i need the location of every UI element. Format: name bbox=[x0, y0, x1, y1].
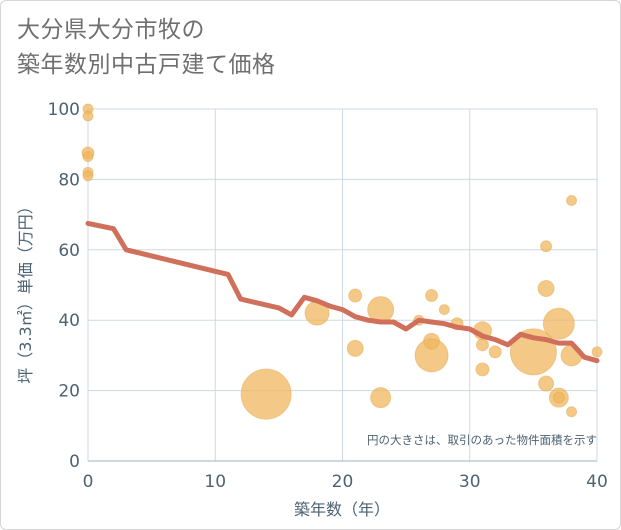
x-tick-label: 40 bbox=[586, 472, 608, 492]
y-tick-label: 80 bbox=[58, 170, 80, 190]
trend-line-layer bbox=[85, 220, 600, 364]
x-tick-label: 10 bbox=[204, 472, 226, 492]
bubble-point bbox=[438, 304, 450, 316]
bubble-point bbox=[538, 375, 555, 392]
y-axis-title: 坪（3.3㎡）単価（万円） bbox=[16, 198, 35, 383]
bubble-point bbox=[370, 387, 392, 409]
x-tick-label: 30 bbox=[459, 472, 481, 492]
bubbles-layer bbox=[81, 103, 603, 420]
bubble-point bbox=[488, 345, 502, 359]
bubble-point bbox=[414, 338, 449, 373]
y-tick-label: 0 bbox=[69, 452, 80, 472]
bubble-point bbox=[552, 391, 565, 404]
average-price-line bbox=[85, 220, 600, 364]
bubble-point bbox=[82, 170, 94, 182]
x-tick-label: 20 bbox=[332, 472, 354, 492]
chart-title-line-2: 築年数別中古戸建て価格 bbox=[17, 52, 276, 78]
chart-title: 大分県大分市牧の 築年数別中古戸建て価格 bbox=[17, 13, 276, 83]
y-tick-label: 60 bbox=[58, 241, 80, 261]
bubble-point bbox=[346, 339, 364, 357]
x-tick-label: 0 bbox=[83, 472, 94, 492]
bubble-size-note: 円の大きさは、取引のあった物件面積を示す bbox=[367, 433, 597, 447]
bubble-point bbox=[348, 288, 363, 303]
bubble-point bbox=[475, 338, 489, 352]
bubble-point bbox=[82, 151, 94, 163]
bubble-point bbox=[82, 110, 94, 122]
bubble-point bbox=[475, 362, 490, 377]
bubble-point bbox=[240, 368, 292, 420]
y-tick-label: 40 bbox=[58, 311, 80, 331]
y-tick-label: 20 bbox=[58, 382, 80, 402]
x-axis-title: 築年数（年） bbox=[294, 500, 390, 519]
bubble-point bbox=[566, 195, 578, 207]
chart-title-line-1: 大分県大分市牧の bbox=[17, 17, 205, 43]
grid-lines bbox=[87, 108, 598, 462]
bubble-point bbox=[591, 346, 603, 358]
axes-layer: 0 10 20 30 40 0 20 40 60 80 100 bbox=[48, 100, 608, 492]
bubble-point bbox=[542, 307, 575, 340]
bubble-point bbox=[537, 280, 555, 298]
bubble-point bbox=[425, 289, 439, 303]
y-tick-label: 100 bbox=[48, 100, 80, 120]
bubble-point bbox=[540, 240, 553, 253]
bubble-point bbox=[566, 406, 578, 418]
